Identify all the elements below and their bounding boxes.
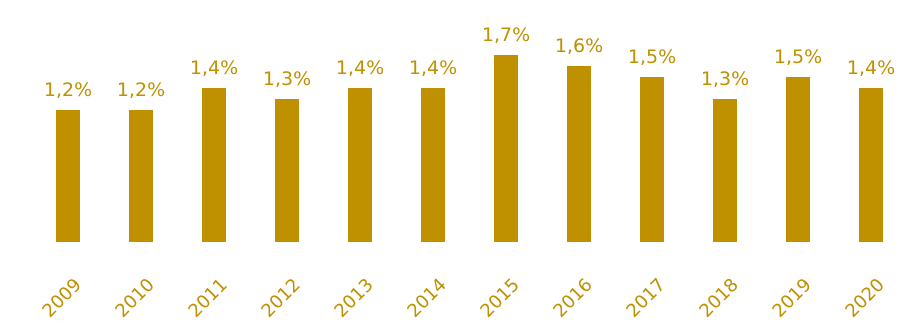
data-label-2010: 1,2% — [117, 79, 165, 101]
bars-group — [56, 55, 883, 242]
bar-2017 — [640, 77, 664, 242]
bar-2013 — [348, 88, 372, 242]
bar-2010 — [129, 110, 153, 242]
bar-2018 — [713, 99, 737, 242]
data-label-2017: 1,5% — [628, 46, 676, 68]
bar-2011 — [202, 88, 226, 242]
data-label-2018: 1,3% — [701, 68, 749, 90]
bar-2009 — [56, 110, 80, 242]
data-label-2014: 1,4% — [409, 57, 457, 79]
data-label-2015: 1,7% — [482, 24, 530, 46]
data-label-2011: 1,4% — [190, 57, 238, 79]
data-label-2009: 1,2% — [44, 79, 92, 101]
bar-2014 — [421, 88, 445, 242]
bar-2012 — [275, 99, 299, 242]
bar-2015 — [494, 55, 518, 242]
data-label-2016: 1,6% — [555, 35, 603, 57]
value-labels-group: 1,2% 1,2% 1,4% 1,3% 1,4% 1,4% 1,7% 1,6% 1,5% 1,3%… — [44, 24, 895, 101]
data-label-2013: 1,4% — [336, 57, 384, 79]
bar-2020 — [859, 88, 883, 242]
bar-2019 — [786, 77, 810, 242]
data-label-2020: 1,4% — [847, 57, 895, 79]
data-label-2019: 1,5% — [774, 46, 822, 68]
data-label-2012: 1,3% — [263, 68, 311, 90]
bar-2016 — [567, 66, 591, 242]
